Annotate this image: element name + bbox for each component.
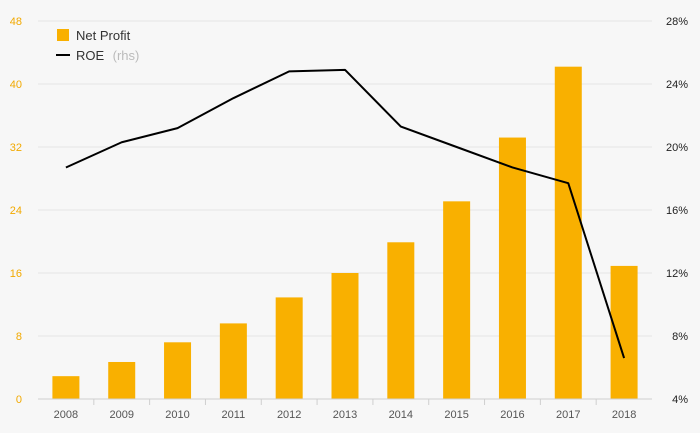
bar-net-profit bbox=[387, 242, 415, 399]
left-tick-label: 40 bbox=[10, 79, 22, 91]
right-tick-label: 8% bbox=[672, 331, 688, 343]
bar-net-profit bbox=[331, 273, 359, 399]
x-tick-label: 2012 bbox=[277, 409, 301, 421]
bar-net-profit bbox=[443, 201, 471, 399]
x-tick-label: 2011 bbox=[222, 409, 246, 421]
legend-label-roe-text: ROE bbox=[76, 48, 105, 63]
bar-net-profit bbox=[498, 137, 526, 400]
x-tick-label: 2013 bbox=[333, 409, 357, 421]
line-series-roe bbox=[65, 68, 626, 359]
bar-net-profit bbox=[108, 361, 136, 399]
gridlines bbox=[38, 20, 652, 337]
bar-series-net-profit bbox=[52, 66, 638, 400]
x-tick-label: 2016 bbox=[500, 409, 524, 421]
legend-label-roe-suffix: (rhs) bbox=[113, 48, 140, 63]
bar-net-profit bbox=[554, 66, 582, 400]
bar-net-profit bbox=[275, 297, 303, 399]
bar-net-profit bbox=[610, 265, 638, 399]
right-y-axis: 4% 8% 12% 16% 20% 24% 28% bbox=[666, 16, 688, 406]
line-roe bbox=[65, 68, 626, 359]
right-tick-label: 16% bbox=[666, 205, 688, 217]
x-tick-label: 2010 bbox=[165, 409, 189, 421]
legend: Net Profit ROE (rhs) bbox=[56, 28, 139, 64]
bar-net-profit bbox=[164, 342, 192, 399]
x-tick-label: 2009 bbox=[109, 409, 133, 421]
left-tick-label: 8 bbox=[16, 331, 22, 343]
legend-label-roe: ROE (rhs) bbox=[76, 47, 139, 64]
x-tick-label: 2008 bbox=[54, 409, 78, 421]
legend-swatch-net-profit bbox=[57, 29, 69, 41]
right-tick-label: 4% bbox=[672, 394, 688, 406]
right-tick-label: 12% bbox=[666, 268, 688, 280]
right-tick-label: 20% bbox=[666, 142, 688, 154]
left-tick-label: 0 bbox=[16, 394, 22, 406]
left-tick-label: 48 bbox=[10, 16, 22, 28]
x-tick-label: 2017 bbox=[556, 409, 580, 421]
left-tick-label: 16 bbox=[10, 268, 22, 280]
x-tick-label: 2018 bbox=[612, 409, 636, 421]
right-tick-label: 24% bbox=[666, 79, 688, 91]
bar-net-profit bbox=[219, 323, 247, 399]
x-tick-label: 2014 bbox=[389, 409, 413, 421]
left-y-axis: 0 8 16 24 32 40 48 bbox=[10, 16, 22, 406]
bar-net-profit bbox=[52, 376, 80, 399]
left-tick-label: 32 bbox=[10, 142, 22, 154]
right-tick-label: 28% bbox=[666, 16, 688, 28]
x-tick-label: 2015 bbox=[444, 409, 468, 421]
left-tick-label: 24 bbox=[10, 205, 22, 217]
legend-label-net-profit: Net Profit bbox=[76, 28, 131, 43]
x-axis: 2008 2009 2010 2011 2012 2013 2014 2015 2016 2017… bbox=[38, 398, 652, 421]
